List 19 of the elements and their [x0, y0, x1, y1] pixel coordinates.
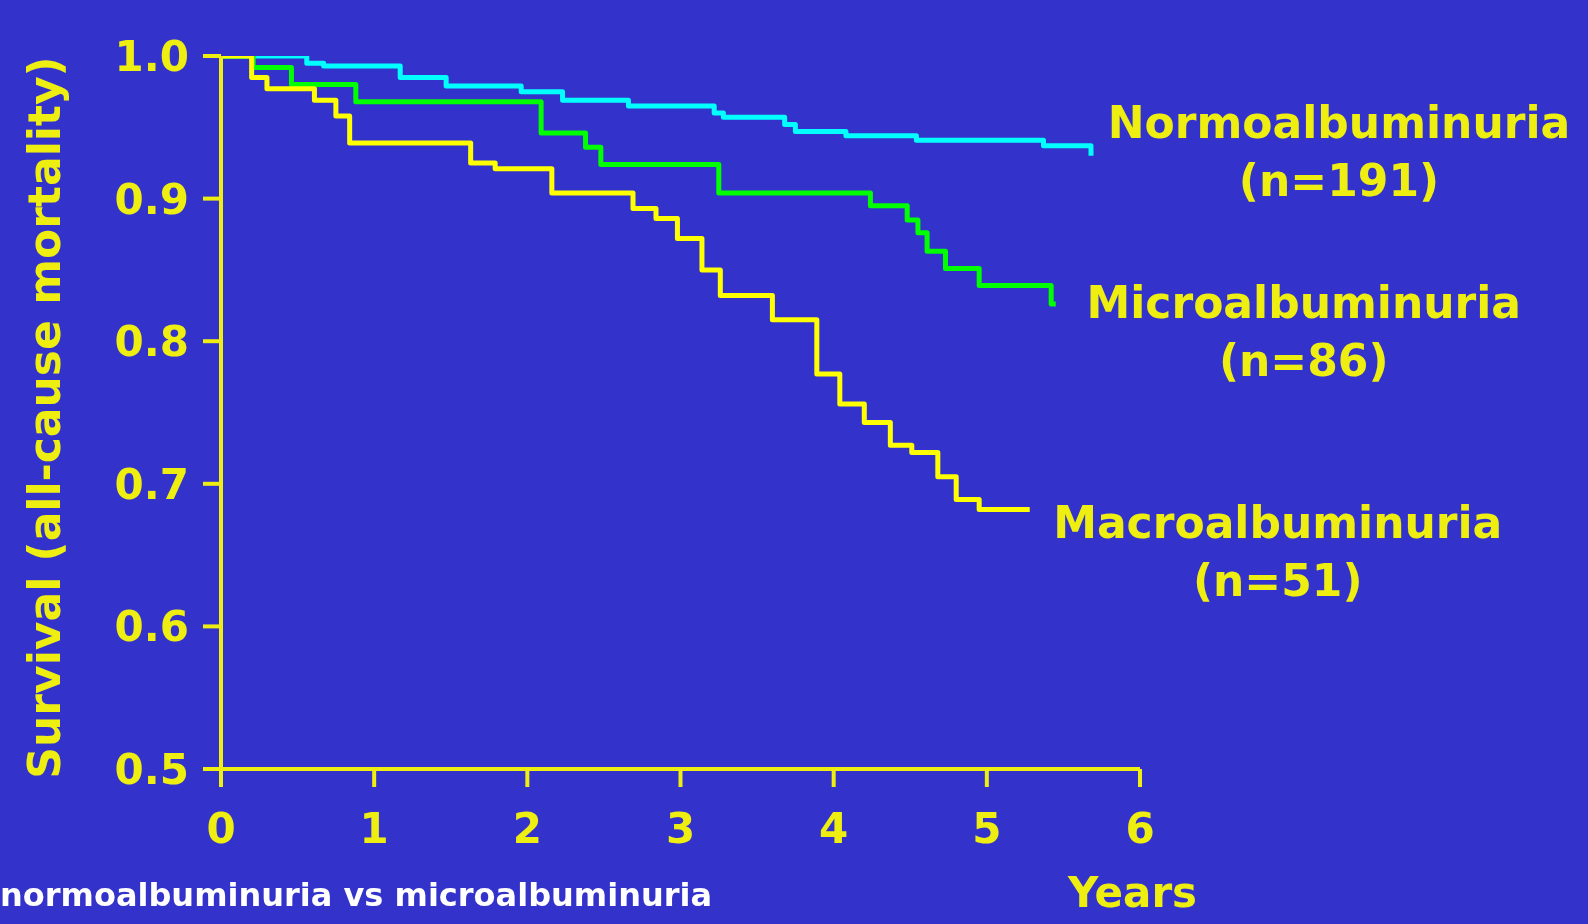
x-tick-label: 4 [819, 803, 849, 853]
y-tick-label: 0.9 [114, 174, 189, 224]
x-tick-label: 2 [512, 803, 542, 853]
x-tick-label: 6 [1125, 803, 1155, 853]
y-axis-title: Survival (all-cause mortality) [18, 56, 70, 779]
y-tick-label: 0.6 [114, 602, 189, 652]
y-tick-label: 0.5 [114, 744, 189, 794]
y-tick-label: 0.7 [114, 459, 189, 509]
series-label: Macroalbuminuria (n=51) [1052, 496, 1504, 609]
x-tick-label: 5 [972, 803, 1002, 853]
x-tick-label: 1 [359, 803, 389, 853]
x-tick-label: 0 [206, 803, 236, 853]
y-tick-label: 1.0 [114, 31, 189, 81]
y-tick-label: 0.8 [114, 317, 189, 367]
series-label: Normoalbuminuria (n=191) [1106, 95, 1572, 208]
x-tick-label: 3 [665, 803, 696, 853]
x-axis-title: Years [1068, 868, 1198, 917]
text: normoalbuminuria vs microalbuminuria [0, 876, 713, 914]
series-label: Microalbuminuria (n=86) [1085, 276, 1522, 389]
